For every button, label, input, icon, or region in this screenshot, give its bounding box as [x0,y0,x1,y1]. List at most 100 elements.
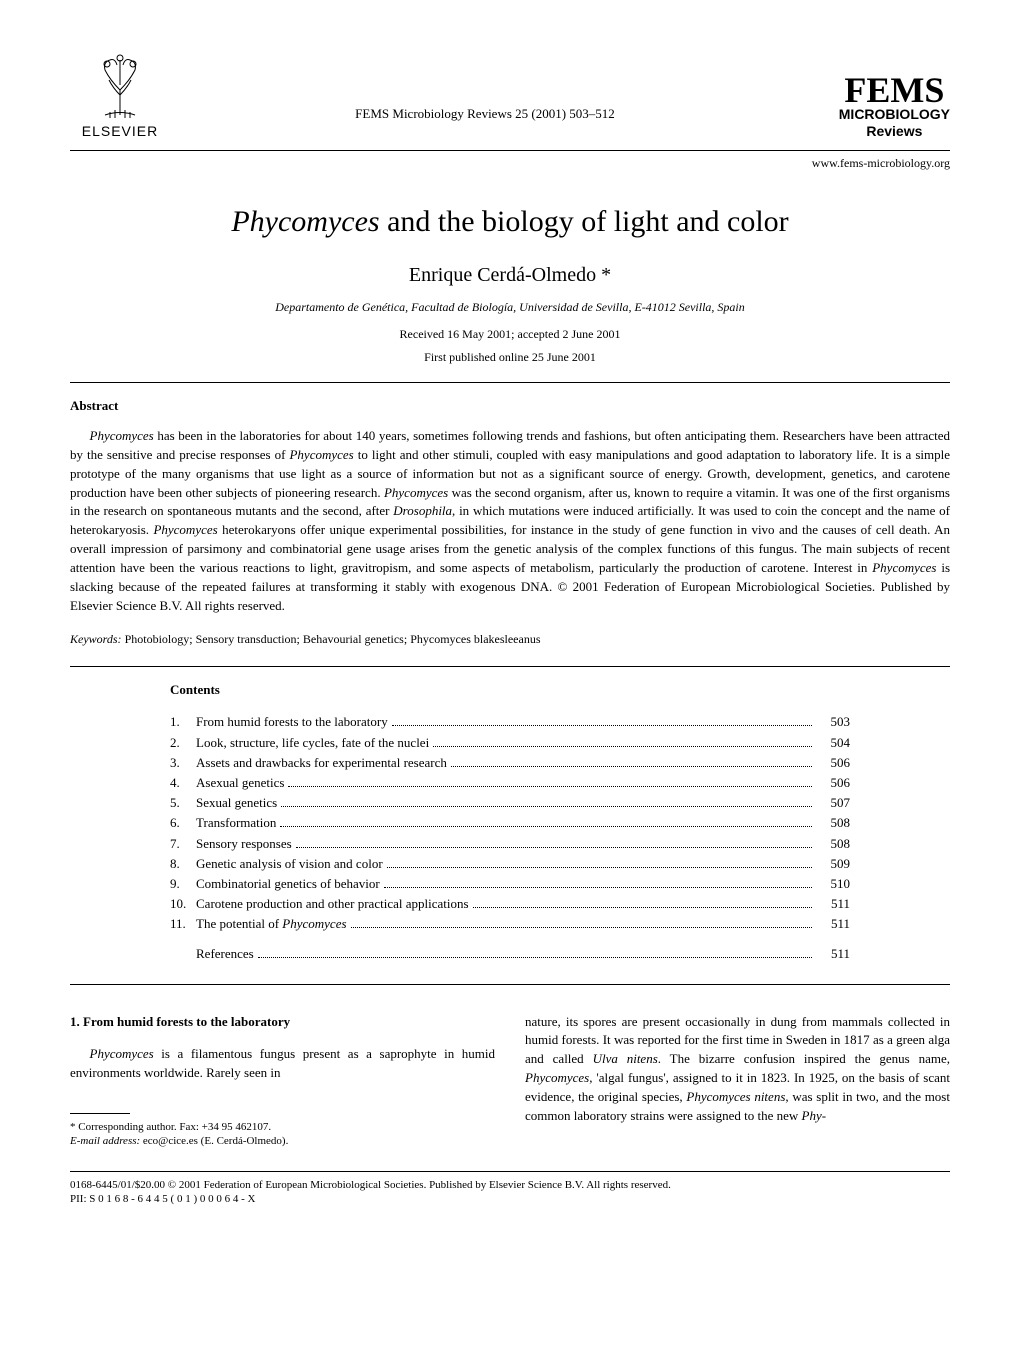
rule-abstract-top [70,382,950,383]
c2-t2: . The bizarre confusion inspired the gen… [658,1051,950,1066]
toc-label: Look, structure, life cycles, fate of th… [196,734,429,752]
toc-dots [433,746,812,747]
toc-page: 506 [816,774,850,792]
column-right: nature, its spores are present occasiona… [525,1013,950,1149]
keywords-text: Photobiology; Sensory transduction; Beha… [122,632,411,646]
toc-page: 510 [816,875,850,893]
c2-i1: Ulva nitens [593,1051,658,1066]
toc-num: 8. [170,855,196,873]
toc-row: 1.From humid forests to the laboratory 50… [170,713,850,731]
fems-sub1: MICROBIOLOGY [839,107,950,122]
toc-num: 5. [170,794,196,812]
toc-row: 7.Sensory responses508 [170,835,850,853]
col2-para: nature, its spores are present occasiona… [525,1013,950,1126]
fems-text: FEMS [839,74,950,106]
c1-i1: Phycomyces [90,1046,154,1061]
section-1-heading: 1. From humid forests to the laboratory [70,1013,495,1032]
toc-dots [473,907,812,908]
abstract-heading: Abstract [70,397,950,415]
elsevier-text: ELSEVIER [82,122,158,142]
toc-num: 9. [170,875,196,893]
journal-reference: FEMS Microbiology Reviews 25 (2001) 503–… [170,105,800,141]
toc-page: 507 [816,794,850,812]
elsevier-tree-icon [85,50,155,120]
toc-row: 9.Combinatorial genetics of behavior 510 [170,875,850,893]
toc-row: 5.Sexual genetics 507 [170,794,850,812]
elsevier-logo: ELSEVIER [70,50,170,142]
article-title: Phycomyces and the biology of light and … [70,201,950,243]
abs-i6: Phycomyces [872,560,936,575]
toc-num: 3. [170,754,196,772]
toc-page: 511 [816,915,850,933]
toc-row: 4.Asexual genetics 506 [170,774,850,792]
c2-i2: Phycomyces [525,1070,589,1085]
c2-i3: Phycomyces nitens [686,1089,785,1104]
col1-para: Phycomyces is a filamentous fungus prese… [70,1045,495,1083]
keywords: Keywords: Photobiology; Sensory transduc… [70,631,950,648]
toc-dots [451,766,812,767]
title-rest: and the biology of light and color [380,205,789,238]
rule-after-toc [70,984,950,985]
keywords-italic: Phycomyces blakesleeanus [410,632,540,646]
toc-dots [288,786,812,787]
abs-i1: Phycomyces [90,428,154,443]
keywords-label: Keywords: [70,632,122,646]
contents-heading: Contents [170,681,850,699]
rule-top [70,150,950,151]
toc-label: From humid forests to the laboratory [196,713,388,731]
footnote-corresponding: * Corresponding author. Fax: +34 95 4621… [70,1120,495,1134]
toc-num: 2. [170,734,196,752]
fn-email-label: E-mail address: [70,1135,140,1147]
toc-row-11: 11. The potential of Phycomyces 511 [170,915,850,933]
toc-label: Asexual genetics [196,774,284,792]
abs-i5: Phycomyces [153,522,217,537]
footnote-email: E-mail address: eco@cice.es (E. Cerdá-Ol… [70,1134,495,1148]
toc-list: 1.From humid forests to the laboratory 50… [170,713,850,913]
toc-label: Carotene production and other practical … [196,895,469,913]
toc-label: Transformation [196,814,276,832]
toc-num: 4. [170,774,196,792]
toc-page-ref: 511 [816,945,850,963]
publish-date: First published online 25 June 2001 [70,349,950,366]
toc-dots [280,826,812,827]
article-dates: Received 16 May 2001; accepted 2 June 20… [70,326,950,343]
toc-row: 8.Genetic analysis of vision and color 50… [170,855,850,873]
fems-logo: FEMS MICROBIOLOGY Reviews [800,74,950,141]
footer-line1: 0168-6445/01/$20.00 © 2001 Federation of… [70,1178,950,1192]
rule-keywords-bottom [70,666,950,667]
toc-dots [258,957,812,958]
footnote-separator [70,1113,130,1114]
abstract-text: Phycomyces has been in the laboratories … [70,427,950,615]
toc-label: Sexual genetics [196,794,277,812]
toc-label: Genetic analysis of vision and color [196,855,383,873]
fn-email: eco@cice.es (E. Cerdá-Olmedo). [140,1135,288,1147]
toc-dots [296,847,812,848]
toc-page: 508 [816,814,850,832]
toc-label: Combinatorial genetics of behavior [196,875,380,893]
toc-row: 6.Transformation 508 [170,814,850,832]
toc-page: 508 [816,835,850,853]
toc-num: 10. [170,895,196,913]
header-row: ELSEVIER FEMS Microbiology Reviews 25 (2… [70,50,950,142]
column-left: 1. From humid forests to the laboratory … [70,1013,495,1149]
toc-row-references: References 511 [170,945,850,963]
toc-num: 6. [170,814,196,832]
author-affiliation: Departamento de Genética, Facultad de Bi… [70,299,950,316]
c2-i4: Phy- [802,1108,827,1123]
toc-page: 509 [816,855,850,873]
rule-footer [70,1171,950,1172]
contents-section: Contents 1.From humid forests to the lab… [170,681,850,963]
toc-num: 1. [170,713,196,731]
toc-label: The potential of Phycomyces [196,915,347,933]
abs-i4: Drosophila [393,503,452,518]
toc-row: 2.Look, structure, life cycles, fate of … [170,734,850,752]
toc-label: Sensory responses [196,835,292,853]
toc-dots [392,725,812,726]
toc-page: 503 [816,713,850,731]
author-name: Enrique Cerdá-Olmedo * [70,261,950,289]
toc-label-ref: References [196,945,254,963]
abs-i2: Phycomyces [289,447,353,462]
footer-line2: PII: S 0 1 6 8 - 6 4 4 5 ( 0 1 ) 0 0 0 6… [70,1192,950,1206]
toc-dots [351,927,812,928]
toc-dots [281,806,812,807]
